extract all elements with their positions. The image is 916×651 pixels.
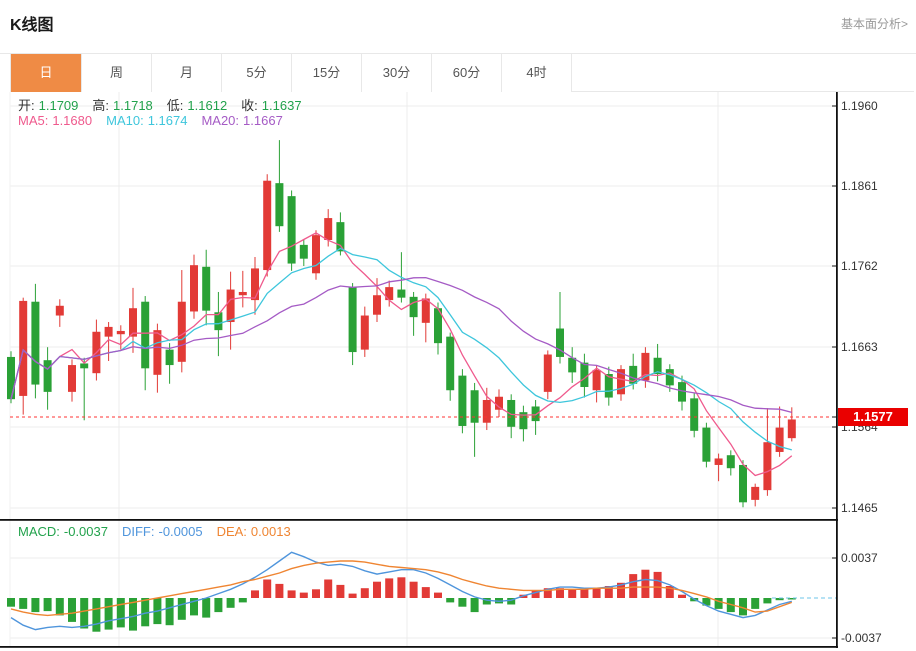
tab-4时[interactable]: 4时 (502, 54, 572, 92)
axis-tick-label: 0.0037 (841, 551, 878, 565)
tab-60分[interactable]: 60分 (432, 54, 502, 92)
legend-label: MA10: (106, 113, 144, 128)
current-price-badge: 1.1577 (838, 408, 908, 426)
ma-info: MA5: 1.1680 MA10: 1.1674 MA20: 1.1667 (18, 113, 297, 128)
legend-value: 1.1709 (38, 98, 79, 113)
tab-日[interactable]: 日 (10, 54, 82, 92)
axis-tick-label: 1.1762 (841, 259, 878, 273)
tab-15分[interactable]: 15分 (292, 54, 362, 92)
legend-label: MA20: (201, 113, 240, 128)
macd-info: MACD: -0.0037 DIFF: -0.0005 DEA: 0.0013 (18, 524, 305, 539)
axis-tick-label: -0.0037 (841, 631, 882, 645)
legend-label: MA5: (18, 113, 49, 128)
axis-tick-label: 1.1861 (841, 179, 878, 193)
legend-label: 高: (92, 98, 110, 113)
widget-header: K线图 基本面分析> (0, 0, 916, 54)
axis-tick-label: 1.1663 (841, 340, 878, 354)
legend-value: 1.1680 (52, 113, 93, 128)
tab-月[interactable]: 月 (152, 54, 222, 92)
legend-value: 1.1674 (147, 113, 188, 128)
legend-value: 1.1612 (187, 98, 228, 113)
tab-5分[interactable]: 5分 (222, 54, 292, 92)
page-title: K线图 (10, 17, 54, 34)
axis-tick-label: 1.1960 (841, 99, 878, 113)
legend-label: 开: (18, 98, 35, 113)
legend-label: DIFF: (121, 524, 155, 539)
legend-value: 1.1718 (113, 98, 153, 113)
axis-tick-label: 1.1465 (841, 501, 878, 515)
legend-label: DEA: (216, 524, 247, 539)
legend-value: -0.0005 (158, 524, 203, 539)
ohlc-info: 开: 1.1709 高: 1.1718 低: 1.1612 收: 1.1637 (18, 95, 316, 114)
legend-label: 低: (166, 98, 184, 113)
legend-value: 0.0013 (250, 524, 291, 539)
legend-value: 1.1667 (243, 113, 283, 128)
tab-30分[interactable]: 30分 (362, 54, 432, 92)
legend-value: -0.0037 (63, 524, 108, 539)
legend-label: MACD: (18, 524, 60, 539)
period-tabbar: 日周月 5分 15分 30分 60分 4时 (10, 54, 914, 92)
legend-label: 收: (241, 98, 258, 113)
legend-value: 1.1637 (261, 98, 302, 113)
tab-周[interactable]: 周 (82, 54, 152, 92)
fundamental-analysis-link[interactable]: 基本面分析> (840, 17, 908, 31)
